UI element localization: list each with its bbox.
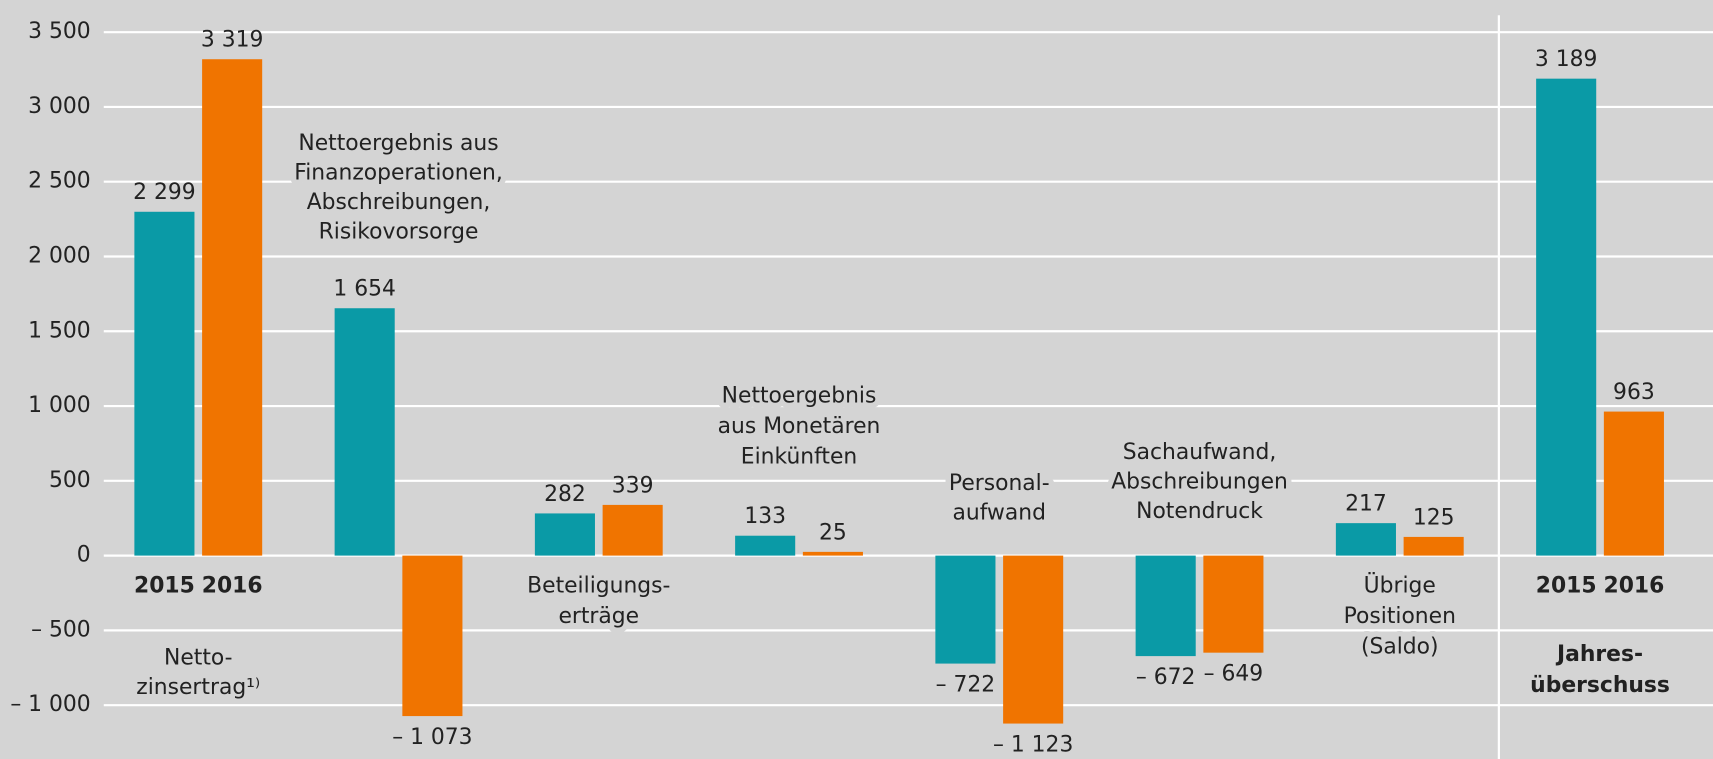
legend-label: 2015 — [134, 573, 195, 598]
category-label: Notendruck — [1136, 499, 1263, 524]
value-label: 25 — [819, 520, 847, 545]
category-label: aus Monetären — [718, 414, 881, 439]
bar — [1536, 78, 1597, 556]
bar — [402, 555, 463, 717]
bar — [602, 504, 663, 556]
y-tick-label: – 500 — [31, 617, 91, 642]
category-label: (Saldo) — [1361, 635, 1439, 660]
y-tick-label: 2 500 — [28, 169, 91, 194]
value-label: – 722 — [936, 672, 996, 697]
category-label: Finanzoperationen, — [294, 161, 503, 186]
category-label: Positionen — [1344, 604, 1456, 629]
value-label: 1 654 — [333, 277, 396, 302]
category-label: Beteiligungs- — [527, 573, 670, 598]
bar — [134, 211, 195, 556]
category-label: Personal- — [949, 471, 1050, 496]
y-tick-label: – 1 000 — [10, 692, 90, 717]
bar — [802, 551, 863, 556]
y-tick-label: 500 — [49, 468, 91, 493]
category-label: Jahres- — [1555, 642, 1643, 667]
category-label: zinsertrag¹⁾ — [136, 675, 260, 700]
bar — [1135, 555, 1196, 657]
bar — [735, 535, 796, 556]
value-label: 963 — [1613, 380, 1655, 405]
bar — [534, 513, 595, 556]
value-label: 3 189 — [1535, 47, 1598, 72]
category-label: Abschreibungen — [1111, 470, 1288, 495]
category-label: Netto- — [164, 646, 233, 671]
y-tick-label: 3 500 — [28, 19, 91, 44]
y-tick-label: 3 000 — [28, 94, 91, 119]
legend-label: 2015 — [1536, 573, 1597, 598]
bar — [1335, 523, 1396, 556]
bar — [1003, 555, 1064, 724]
bar — [1203, 555, 1264, 653]
value-label: 2 299 — [133, 180, 196, 205]
value-label: 282 — [544, 482, 586, 507]
value-label: 133 — [744, 504, 786, 529]
value-label: 217 — [1345, 492, 1387, 517]
category-label: Risikovorsorge — [319, 220, 479, 245]
y-tick-label: 2 000 — [28, 243, 91, 268]
legend-label: 2016 — [202, 573, 263, 598]
y-tick-label: 1 500 — [28, 318, 91, 343]
category-label: Nettoergebnis aus — [298, 131, 498, 156]
bar — [1603, 411, 1664, 556]
legend-label: 2016 — [1604, 573, 1665, 598]
bar — [202, 59, 263, 556]
value-label: – 649 — [1204, 662, 1264, 687]
category-label: Nettoergebnis — [722, 383, 877, 408]
category-label: erträge — [558, 604, 639, 629]
value-label: – 1 073 — [392, 725, 472, 750]
bar — [334, 308, 395, 556]
y-tick-label: 1 000 — [28, 393, 91, 418]
bar — [1403, 536, 1464, 556]
category-label: überschuss — [1530, 673, 1670, 698]
category-label: Einkünften — [741, 445, 857, 470]
value-label: 339 — [612, 473, 654, 498]
bar — [935, 555, 996, 664]
value-label: 3 319 — [201, 28, 264, 53]
value-label: 125 — [1413, 505, 1455, 530]
category-label: aufwand — [953, 500, 1046, 525]
category-label: Übrige — [1364, 572, 1436, 598]
y-tick-label: 0 — [77, 543, 91, 568]
category-label: Abschreibungen, — [307, 190, 491, 215]
value-label: – 672 — [1136, 665, 1196, 690]
value-label: – 1 123 — [993, 732, 1073, 757]
category-label: Sachaufwand, — [1123, 440, 1276, 465]
